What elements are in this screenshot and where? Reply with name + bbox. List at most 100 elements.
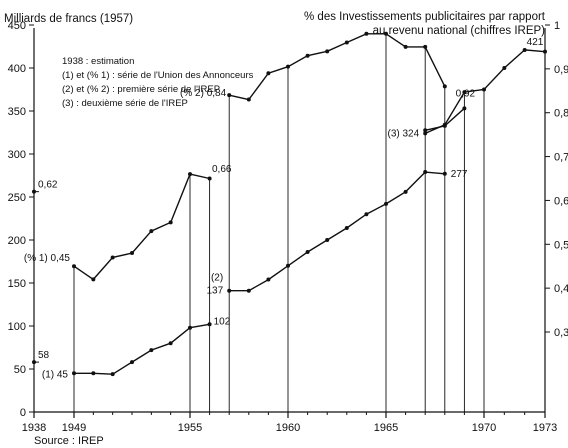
right-axis-ticks: 0,3 0,4 0,5 0,6 0,7 0,8 0,9 1 xyxy=(545,20,568,339)
data-point xyxy=(72,371,76,376)
data-point xyxy=(344,225,349,230)
legend-line-3: (2) et (% 2) : première série de l'IREP xyxy=(62,84,220,95)
data-label: 277 xyxy=(451,169,468,180)
data-point xyxy=(246,288,251,293)
data-point xyxy=(130,251,134,256)
y-tick-label: 250 xyxy=(8,192,26,204)
data-point xyxy=(168,220,173,225)
data-point xyxy=(325,49,330,54)
data-point xyxy=(207,322,212,327)
right-axis-title-line-2: au revenu national (chiffres IREP) xyxy=(373,25,546,37)
y-tick-label: 0 xyxy=(20,407,26,419)
data-point xyxy=(482,87,486,92)
y-tick-label: 400 xyxy=(8,63,26,75)
data-point xyxy=(442,123,447,128)
left-axis-ticks: 0 50 100 150 200 250 300 350 400 450 xyxy=(8,20,34,419)
y-tick-label: 300 xyxy=(8,149,26,161)
data-label: (% 2) 0,84 xyxy=(180,88,227,99)
data-point xyxy=(344,40,349,45)
data-point xyxy=(442,84,447,89)
data-point xyxy=(91,277,96,282)
data-point xyxy=(462,90,467,95)
data-point xyxy=(130,360,134,365)
data-label: 0,92 xyxy=(456,88,476,99)
x-tick-label: 1970 xyxy=(472,422,496,434)
data-point xyxy=(227,93,232,98)
x-tick-label: 1938 xyxy=(22,422,46,434)
data-point xyxy=(423,44,428,49)
data-label: (3) 324 xyxy=(388,128,420,139)
y2-tick-label: 0,4 xyxy=(554,283,568,295)
x-tick-label: 1955 xyxy=(178,422,202,434)
legend: 1938 : estimation (1) et (% 1) : série d… xyxy=(62,56,254,109)
data-point xyxy=(266,71,271,76)
data-label: 421 xyxy=(527,37,544,48)
y-tick-label: 200 xyxy=(8,235,26,247)
data-point xyxy=(149,229,154,234)
data-point xyxy=(246,97,251,102)
y-tick-label: 450 xyxy=(8,20,26,32)
data-point xyxy=(149,348,154,353)
data-point xyxy=(423,131,428,136)
data-point xyxy=(522,47,527,52)
x-tick-label: 1973 xyxy=(533,422,557,434)
data-point xyxy=(325,238,330,242)
data-point xyxy=(286,64,290,69)
data-point xyxy=(384,201,388,206)
data-label: 0,66 xyxy=(212,164,232,175)
x-tick-label: 1965 xyxy=(374,422,398,434)
data-point xyxy=(462,106,467,111)
data-point xyxy=(207,176,212,181)
data-point xyxy=(403,189,408,194)
x-tick-label: 1960 xyxy=(276,422,300,434)
legend-line-2: (1) et (% 1) : série de l'Union des Anno… xyxy=(62,70,254,81)
data-point xyxy=(543,49,547,54)
data-point xyxy=(403,44,408,49)
data-point xyxy=(364,212,369,217)
y2-tick-label: 0,3 xyxy=(554,327,568,339)
series-line xyxy=(229,171,445,292)
y-tick-label: 150 xyxy=(8,278,26,290)
data-label: (2) xyxy=(211,273,223,284)
data-point xyxy=(91,371,96,376)
data-point xyxy=(384,31,388,36)
annotations: (1) 45 102 (2) 137 277 (% 1) 0,45 0,66 (% 2) 0,… xyxy=(24,37,544,380)
series-line xyxy=(74,323,210,375)
right-axis-title-line-1: % des Investissements publicitaires par … xyxy=(304,11,546,23)
data-point xyxy=(423,128,428,133)
drop-lines xyxy=(73,33,546,412)
legend-line-1: 1938 : estimation xyxy=(62,56,134,67)
data-label: 102 xyxy=(214,316,231,327)
data-point xyxy=(227,288,232,293)
data-point xyxy=(305,53,310,58)
y2-tick-label: 1 xyxy=(554,20,560,32)
data-point xyxy=(502,66,507,70)
y2-tick-label: 0,7 xyxy=(554,152,568,164)
y2-tick-label: 0,9 xyxy=(554,64,568,76)
series-line xyxy=(229,33,446,101)
series-line xyxy=(424,49,546,135)
data-point xyxy=(188,325,192,330)
data-point xyxy=(188,172,192,177)
data-point xyxy=(266,277,271,282)
series-group xyxy=(32,31,547,377)
source-note: Source : IREP xyxy=(34,435,104,447)
data-point xyxy=(423,170,428,175)
data-label: (% 1) 0,45 xyxy=(24,253,71,264)
data-label: 137 xyxy=(207,286,224,297)
data-point xyxy=(110,372,115,377)
data-point xyxy=(286,263,290,268)
y2-tick-label: 0,6 xyxy=(554,195,568,207)
data-label: 58 xyxy=(38,350,50,361)
data-label: 0,62 xyxy=(38,180,58,191)
y2-tick-label: 0,5 xyxy=(554,239,568,251)
data-point xyxy=(364,31,369,36)
y-tick-label: 100 xyxy=(8,321,26,333)
series-line xyxy=(73,173,210,281)
data-point xyxy=(168,341,173,346)
plot-area: 0 50 100 150 200 250 300 350 400 450 0,3 0,4 0,5 0,6… xyxy=(8,20,568,434)
data-point xyxy=(305,250,310,255)
data-point xyxy=(72,264,76,269)
x-tick-label: 1949 xyxy=(62,422,86,434)
